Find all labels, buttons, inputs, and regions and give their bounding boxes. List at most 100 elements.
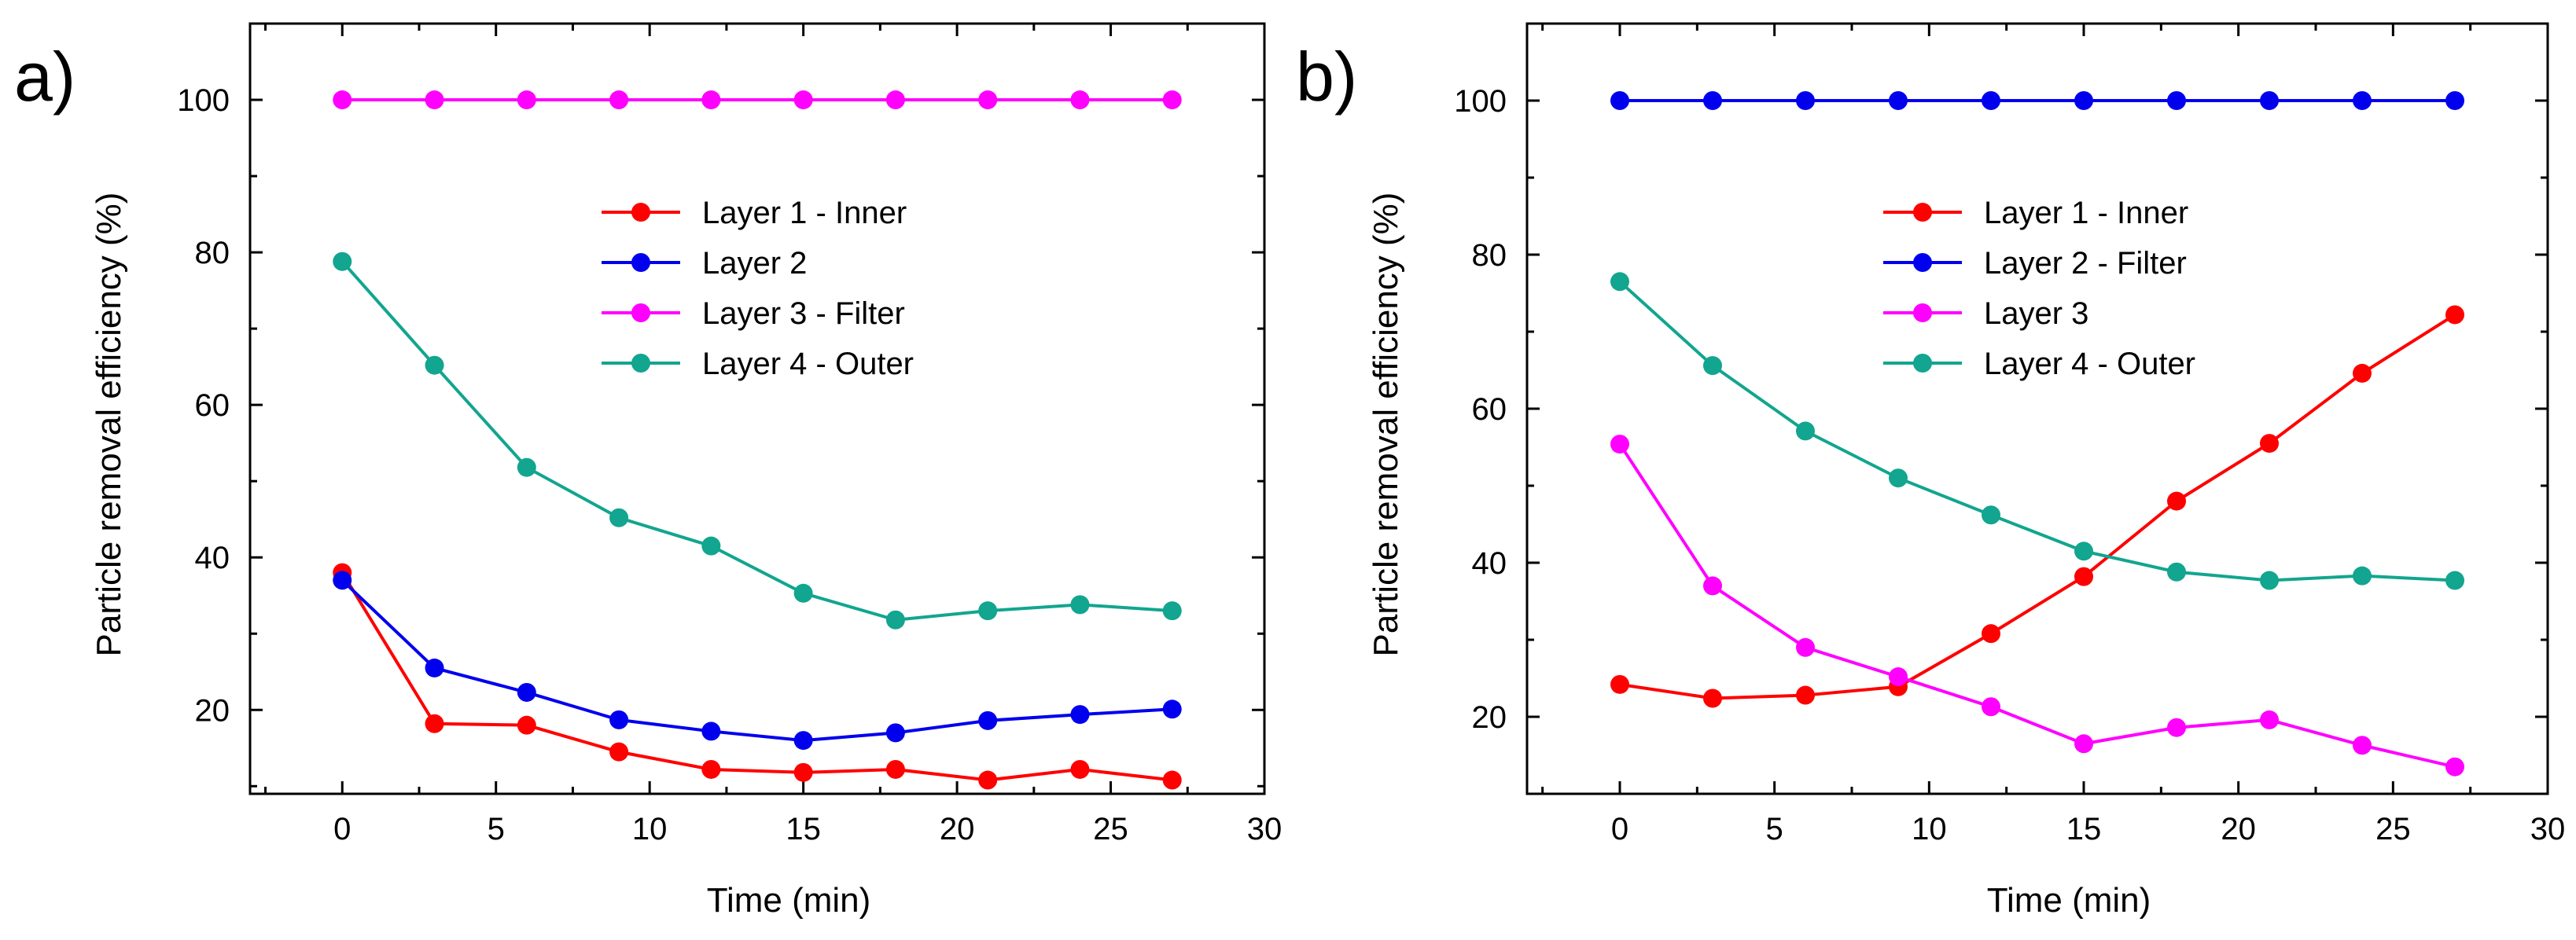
data-point [978, 711, 998, 730]
data-point [2167, 91, 2186, 110]
chart-panel-b: b) 0 5 10 15 20 25 30 20 40 60 80 100 Time (min) Part… [1296, 22, 2566, 920]
y-tick-label: 40 [1472, 546, 1507, 581]
data-point [2167, 718, 2186, 737]
data-point [793, 731, 813, 751]
x-axis-title: Time (min) [707, 881, 871, 920]
x-tick-label: 30 [2530, 812, 2566, 846]
plot-frame [1525, 22, 2549, 795]
y-tick-label: 20 [1472, 700, 1507, 735]
data-point [2074, 542, 2093, 561]
data-point [609, 90, 629, 110]
series-line [1619, 313, 2456, 700]
legend-marker [1913, 203, 1932, 222]
data-point [701, 759, 721, 779]
data-point [425, 658, 444, 677]
data-point [1610, 272, 1629, 292]
data-point [978, 90, 998, 110]
data-point [2445, 305, 2464, 325]
data-point [1982, 505, 2000, 525]
data-point [1162, 699, 1182, 719]
data-point [2074, 734, 2093, 754]
y-tick-label: 60 [1472, 392, 1507, 427]
x-tick-label: 10 [1912, 812, 1947, 846]
y-axis-title: Particle removal efficiency (%) [1367, 193, 1405, 657]
data-point [1610, 674, 1629, 694]
series-line [340, 571, 1172, 782]
data-point [1796, 685, 1815, 705]
x-axis-title: Time (min) [1987, 881, 2151, 920]
data-point [701, 722, 721, 741]
series-line [1618, 280, 2456, 582]
legend-marker [631, 253, 650, 272]
x-tick-label: 5 [1766, 812, 1783, 846]
data-point [885, 90, 905, 110]
y-axis-title: Particle removal efficiency (%) [90, 193, 128, 657]
data-point [978, 770, 998, 790]
panel-label-b: b) [1296, 38, 1357, 116]
legend-label: Layer 2 [702, 246, 807, 281]
data-point [1796, 91, 1815, 110]
data-point [2167, 491, 2186, 511]
data-point [701, 90, 721, 110]
data-point [517, 682, 536, 702]
data-point [2260, 91, 2279, 110]
data-point [517, 457, 536, 477]
legend-marker [631, 354, 650, 373]
x-tick-label: 30 [1247, 812, 1282, 846]
legend-marker [631, 303, 650, 322]
data-point [1162, 601, 1182, 621]
data-point [333, 90, 352, 110]
series-line [340, 578, 1172, 743]
data-point [2074, 91, 2093, 110]
data-point [1889, 91, 1908, 110]
data-point [793, 583, 813, 603]
data-point [1703, 91, 1722, 110]
legend-label: Layer 1 - Inner [702, 196, 907, 230]
y-tick-label: 60 [195, 388, 230, 423]
x-tick-label: 15 [786, 812, 821, 846]
y-tick-label: 20 [195, 693, 230, 728]
data-point [609, 508, 629, 527]
data-point [1703, 576, 1722, 596]
data-point [1982, 624, 2000, 644]
data-point [1889, 468, 1908, 488]
legend-label: Layer 1 - Inner [1984, 196, 2188, 230]
data-point [1610, 91, 1629, 110]
data-point [1162, 770, 1182, 790]
data-point [1070, 705, 1090, 725]
data-point [1796, 637, 1815, 657]
x-tick-label: 10 [632, 812, 668, 846]
data-point [425, 355, 444, 375]
data-point [1070, 595, 1090, 615]
data-point [1703, 688, 1722, 708]
data-point [701, 536, 721, 556]
data-point [2353, 566, 2372, 586]
legend-label: Layer 4 - Outer [702, 347, 914, 381]
x-tick-label: 20 [940, 812, 975, 846]
data-point [2353, 363, 2372, 383]
data-point [1889, 667, 1908, 687]
data-point [333, 252, 352, 271]
legend-label: Layer 3 [1984, 296, 2088, 331]
data-point [885, 723, 905, 743]
data-point [2260, 571, 2279, 590]
data-point [1982, 91, 2000, 110]
x-tick-label: 25 [2375, 812, 2411, 846]
legend-label: Layer 4 - Outer [1984, 347, 2195, 381]
y-tick-label: 100 [177, 83, 230, 118]
panel-label-a: a) [14, 38, 75, 116]
data-point [2167, 562, 2186, 582]
plot-frame [248, 22, 1266, 795]
x-tick-label: 20 [2221, 812, 2256, 846]
data-point [425, 90, 444, 110]
series-line [340, 260, 1172, 622]
legend-marker [1913, 354, 1932, 373]
x-tick-label: 25 [1093, 812, 1128, 846]
data-point [793, 762, 813, 782]
data-point [1070, 759, 1090, 779]
legend-label: Layer 2 - Filter [1984, 246, 2187, 281]
data-point [333, 571, 352, 590]
x-tick-label: 0 [333, 812, 351, 846]
data-point [1982, 697, 2000, 717]
